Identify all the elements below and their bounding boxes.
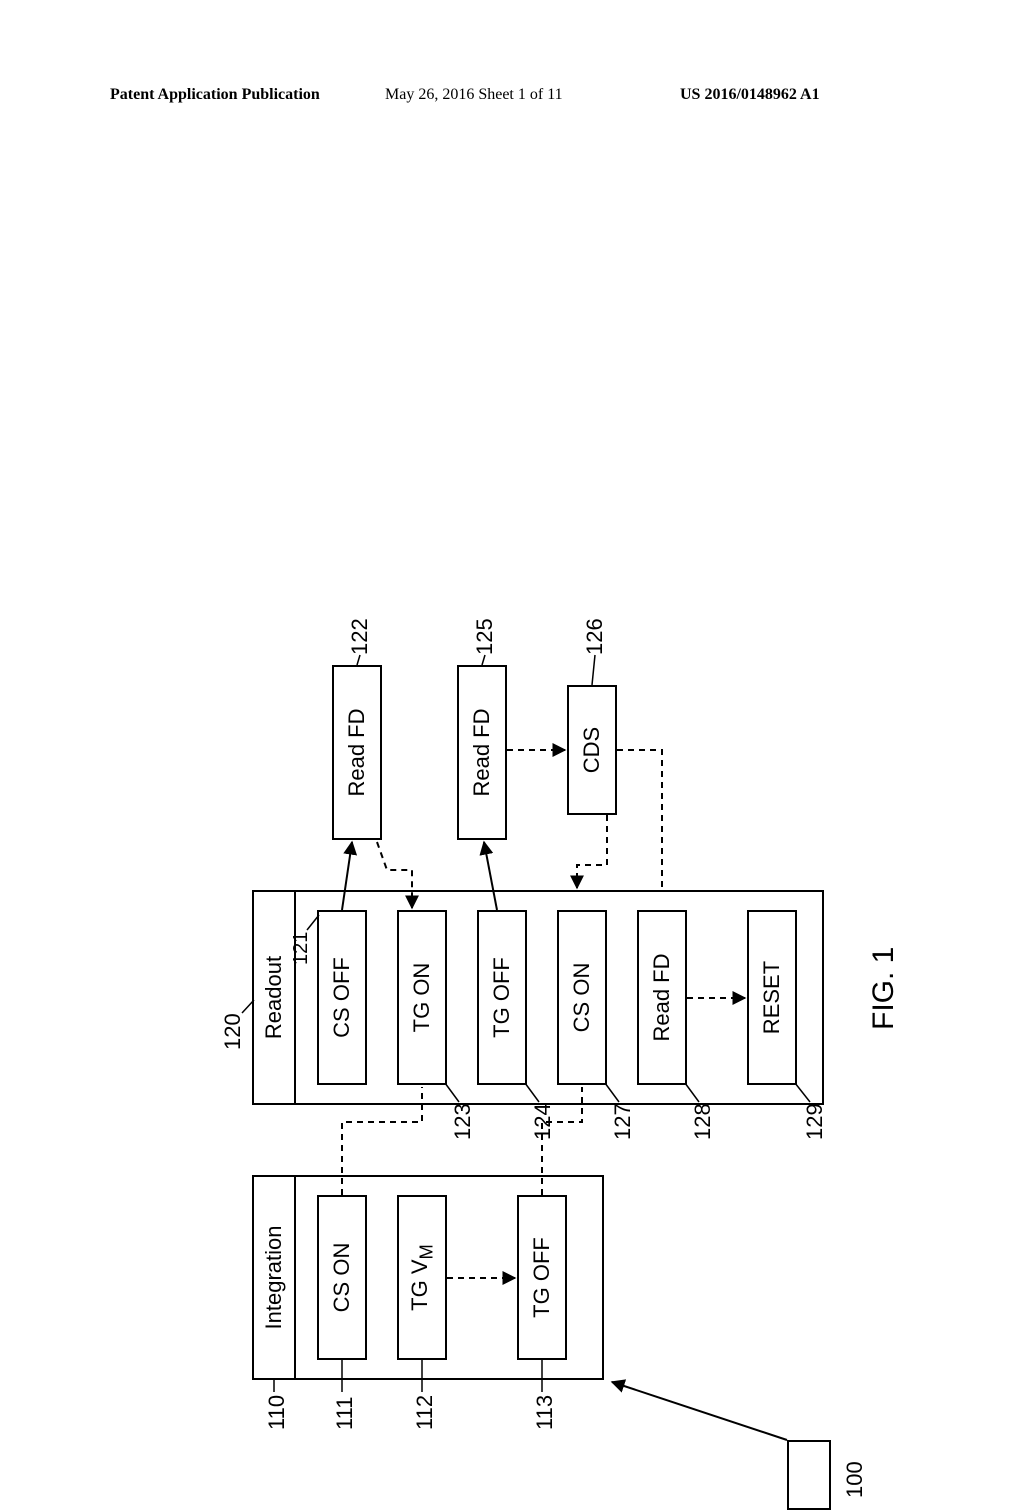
box-112: TG VM	[397, 1195, 447, 1360]
leader-122	[357, 655, 360, 665]
box-127-text: CS ON	[569, 963, 595, 1033]
box-121-text: CS OFF	[329, 957, 355, 1038]
box-121: CS OFF	[317, 910, 367, 1085]
box-124-text: TG OFF	[489, 957, 515, 1038]
label-112: 112	[412, 1395, 438, 1430]
box-123: TG ON	[397, 910, 447, 1085]
box-125: Read FD	[457, 665, 507, 840]
integration-frame-label: 110	[264, 1395, 290, 1430]
box-129-text: RESET	[759, 961, 785, 1034]
box-126-text: CDS	[579, 727, 605, 773]
leader-125	[482, 655, 485, 665]
label-124: 124	[530, 1103, 556, 1140]
header-center: May 26, 2016 Sheet 1 of 11	[385, 86, 563, 104]
page-header: Patent Application Publication May 26, 2…	[0, 86, 1024, 110]
rotated-diagram-container: 100 Integration 110 CS ON 111 TG VM 112 …	[562, 610, 912, 1060]
readout-frame-label: 120	[220, 1013, 246, 1050]
label-121: 121	[290, 932, 313, 965]
header-right: US 2016/0148962 A1	[680, 86, 820, 104]
box-128-text: Read FD	[649, 953, 675, 1041]
label-125: 125	[472, 618, 498, 655]
readout-title: Readout	[261, 956, 287, 1039]
box-125-text: Read FD	[469, 708, 495, 796]
label-122: 122	[347, 618, 373, 655]
integration-title-box: Integration	[252, 1175, 296, 1380]
label-129: 129	[802, 1103, 828, 1140]
page: Patent Application Publication May 26, 2…	[0, 0, 1024, 1320]
dashed-126-128	[617, 750, 662, 888]
dashed-126-127	[577, 815, 607, 888]
box-129: RESET	[747, 910, 797, 1085]
box-111: CS ON	[317, 1195, 367, 1360]
box-122: Read FD	[332, 665, 382, 840]
label-126: 126	[582, 618, 608, 655]
label-113: 113	[532, 1395, 558, 1430]
header-left: Patent Application Publication	[110, 86, 320, 104]
figure-area: 100 Integration 110 CS ON 111 TG VM 112 …	[0, 120, 1024, 1220]
box-128: Read FD	[637, 910, 687, 1085]
box-124: TG OFF	[477, 910, 527, 1085]
box-126: CDS	[567, 685, 617, 815]
label-127: 127	[610, 1103, 636, 1140]
box-111-text: CS ON	[329, 1243, 355, 1313]
ref-100-label: 100	[842, 1461, 868, 1498]
box-122-text: Read FD	[344, 708, 370, 796]
integration-title: Integration	[261, 1226, 287, 1330]
leader-126	[592, 655, 595, 685]
box-123-text: TG ON	[409, 963, 435, 1033]
box-113-text: TG OFF	[529, 1237, 555, 1318]
readout-title-box: Readout	[252, 890, 296, 1105]
ref-100-box	[787, 1440, 831, 1510]
label-123: 123	[450, 1103, 476, 1140]
figure-caption: FIG. 1	[867, 947, 901, 1030]
label-128: 128	[690, 1103, 716, 1140]
box-113: TG OFF	[517, 1195, 567, 1360]
box-112-text: TG VM	[407, 1244, 437, 1311]
label-111: 111	[332, 1397, 358, 1430]
arrow-100	[612, 1382, 787, 1440]
diagram: 100 Integration 110 CS ON 111 TG VM 112 …	[212, 610, 912, 1510]
box-127: CS ON	[557, 910, 607, 1085]
